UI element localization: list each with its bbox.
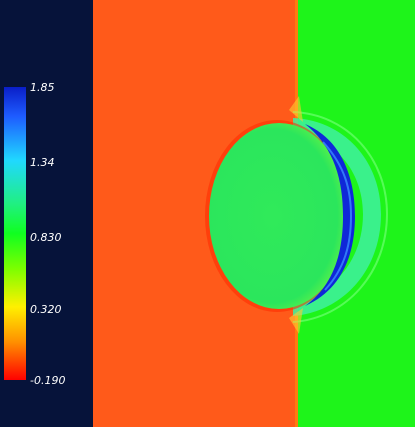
top-cusp <box>289 96 303 122</box>
field-plot <box>93 0 415 427</box>
colorbar-label-min: -0.190 <box>30 374 66 387</box>
colorbar-label-mid: 0.830 <box>30 231 62 244</box>
bow-shock <box>293 118 381 316</box>
bow-shock-edge <box>292 111 389 323</box>
contour-field <box>93 0 415 427</box>
bottom-cusp <box>289 308 303 334</box>
colorbar <box>4 87 26 380</box>
shock-front-highlight <box>322 141 353 291</box>
colorbar-label-high: 1.34 <box>30 156 55 169</box>
colorbar-label-max: 1.85 <box>30 81 55 94</box>
colorbar-label-low: 0.320 <box>30 303 62 316</box>
sphere <box>209 123 349 309</box>
